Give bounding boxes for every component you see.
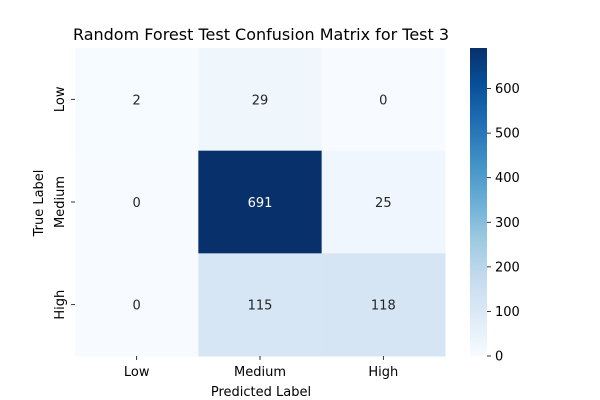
y-tick-label: Low bbox=[53, 86, 68, 112]
cell-value-label: 0 bbox=[379, 93, 387, 108]
cell-value-label: 0 bbox=[133, 196, 141, 211]
colorbar-tick-label: 0 bbox=[495, 350, 503, 365]
cell-value-label: 25 bbox=[375, 196, 392, 211]
colorbar-tick-label: 100 bbox=[495, 305, 520, 320]
x-tick-label: Low bbox=[124, 365, 150, 380]
colorbar-tick-label: 500 bbox=[495, 127, 520, 142]
colorbar-tick-label: 400 bbox=[495, 171, 520, 186]
heatmap-cell bbox=[198, 48, 323, 152]
colorbar-tick-label: 600 bbox=[495, 82, 520, 97]
heatmap-cell bbox=[75, 150, 199, 254]
cell-value-label: 2 bbox=[133, 93, 141, 108]
y-axis-label: True Label bbox=[32, 170, 47, 238]
colorbar-tick-label: 200 bbox=[495, 260, 520, 275]
x-axis-ticks: Low Medium High bbox=[124, 356, 398, 380]
heatmap-cell bbox=[321, 150, 446, 254]
cell-value-label: 691 bbox=[248, 196, 273, 211]
y-tick-label: Medium bbox=[53, 176, 68, 228]
x-axis-label: Predicted Label bbox=[211, 385, 311, 400]
heatmap-cell bbox=[321, 253, 446, 357]
y-tick-label: High bbox=[53, 290, 68, 320]
heatmap-cell bbox=[75, 253, 199, 357]
cell-value-label: 118 bbox=[371, 299, 396, 314]
cell-value-label: 0 bbox=[133, 299, 141, 314]
heatmap-cell bbox=[75, 48, 199, 152]
heatmap-cell bbox=[198, 150, 323, 254]
x-tick-label: Medium bbox=[234, 365, 286, 380]
colorbar-tick-label: 300 bbox=[495, 216, 520, 231]
heatmap-cell bbox=[321, 48, 446, 152]
heatmap-cell bbox=[198, 253, 323, 357]
colorbar-ticks: 0 100 200 300 400 500 600 bbox=[487, 82, 520, 365]
cell-value-label: 29 bbox=[252, 93, 269, 108]
chart-title: Random Forest Test Confusion Matrix for … bbox=[73, 25, 449, 44]
cell-value-label: 115 bbox=[248, 299, 273, 314]
heatmap-cells: 2 29 0 0 691 25 0 115 118 bbox=[75, 48, 446, 357]
x-tick-label: High bbox=[368, 365, 398, 380]
y-axis-ticks: Low Medium High bbox=[53, 86, 75, 320]
colorbar bbox=[470, 48, 487, 356]
